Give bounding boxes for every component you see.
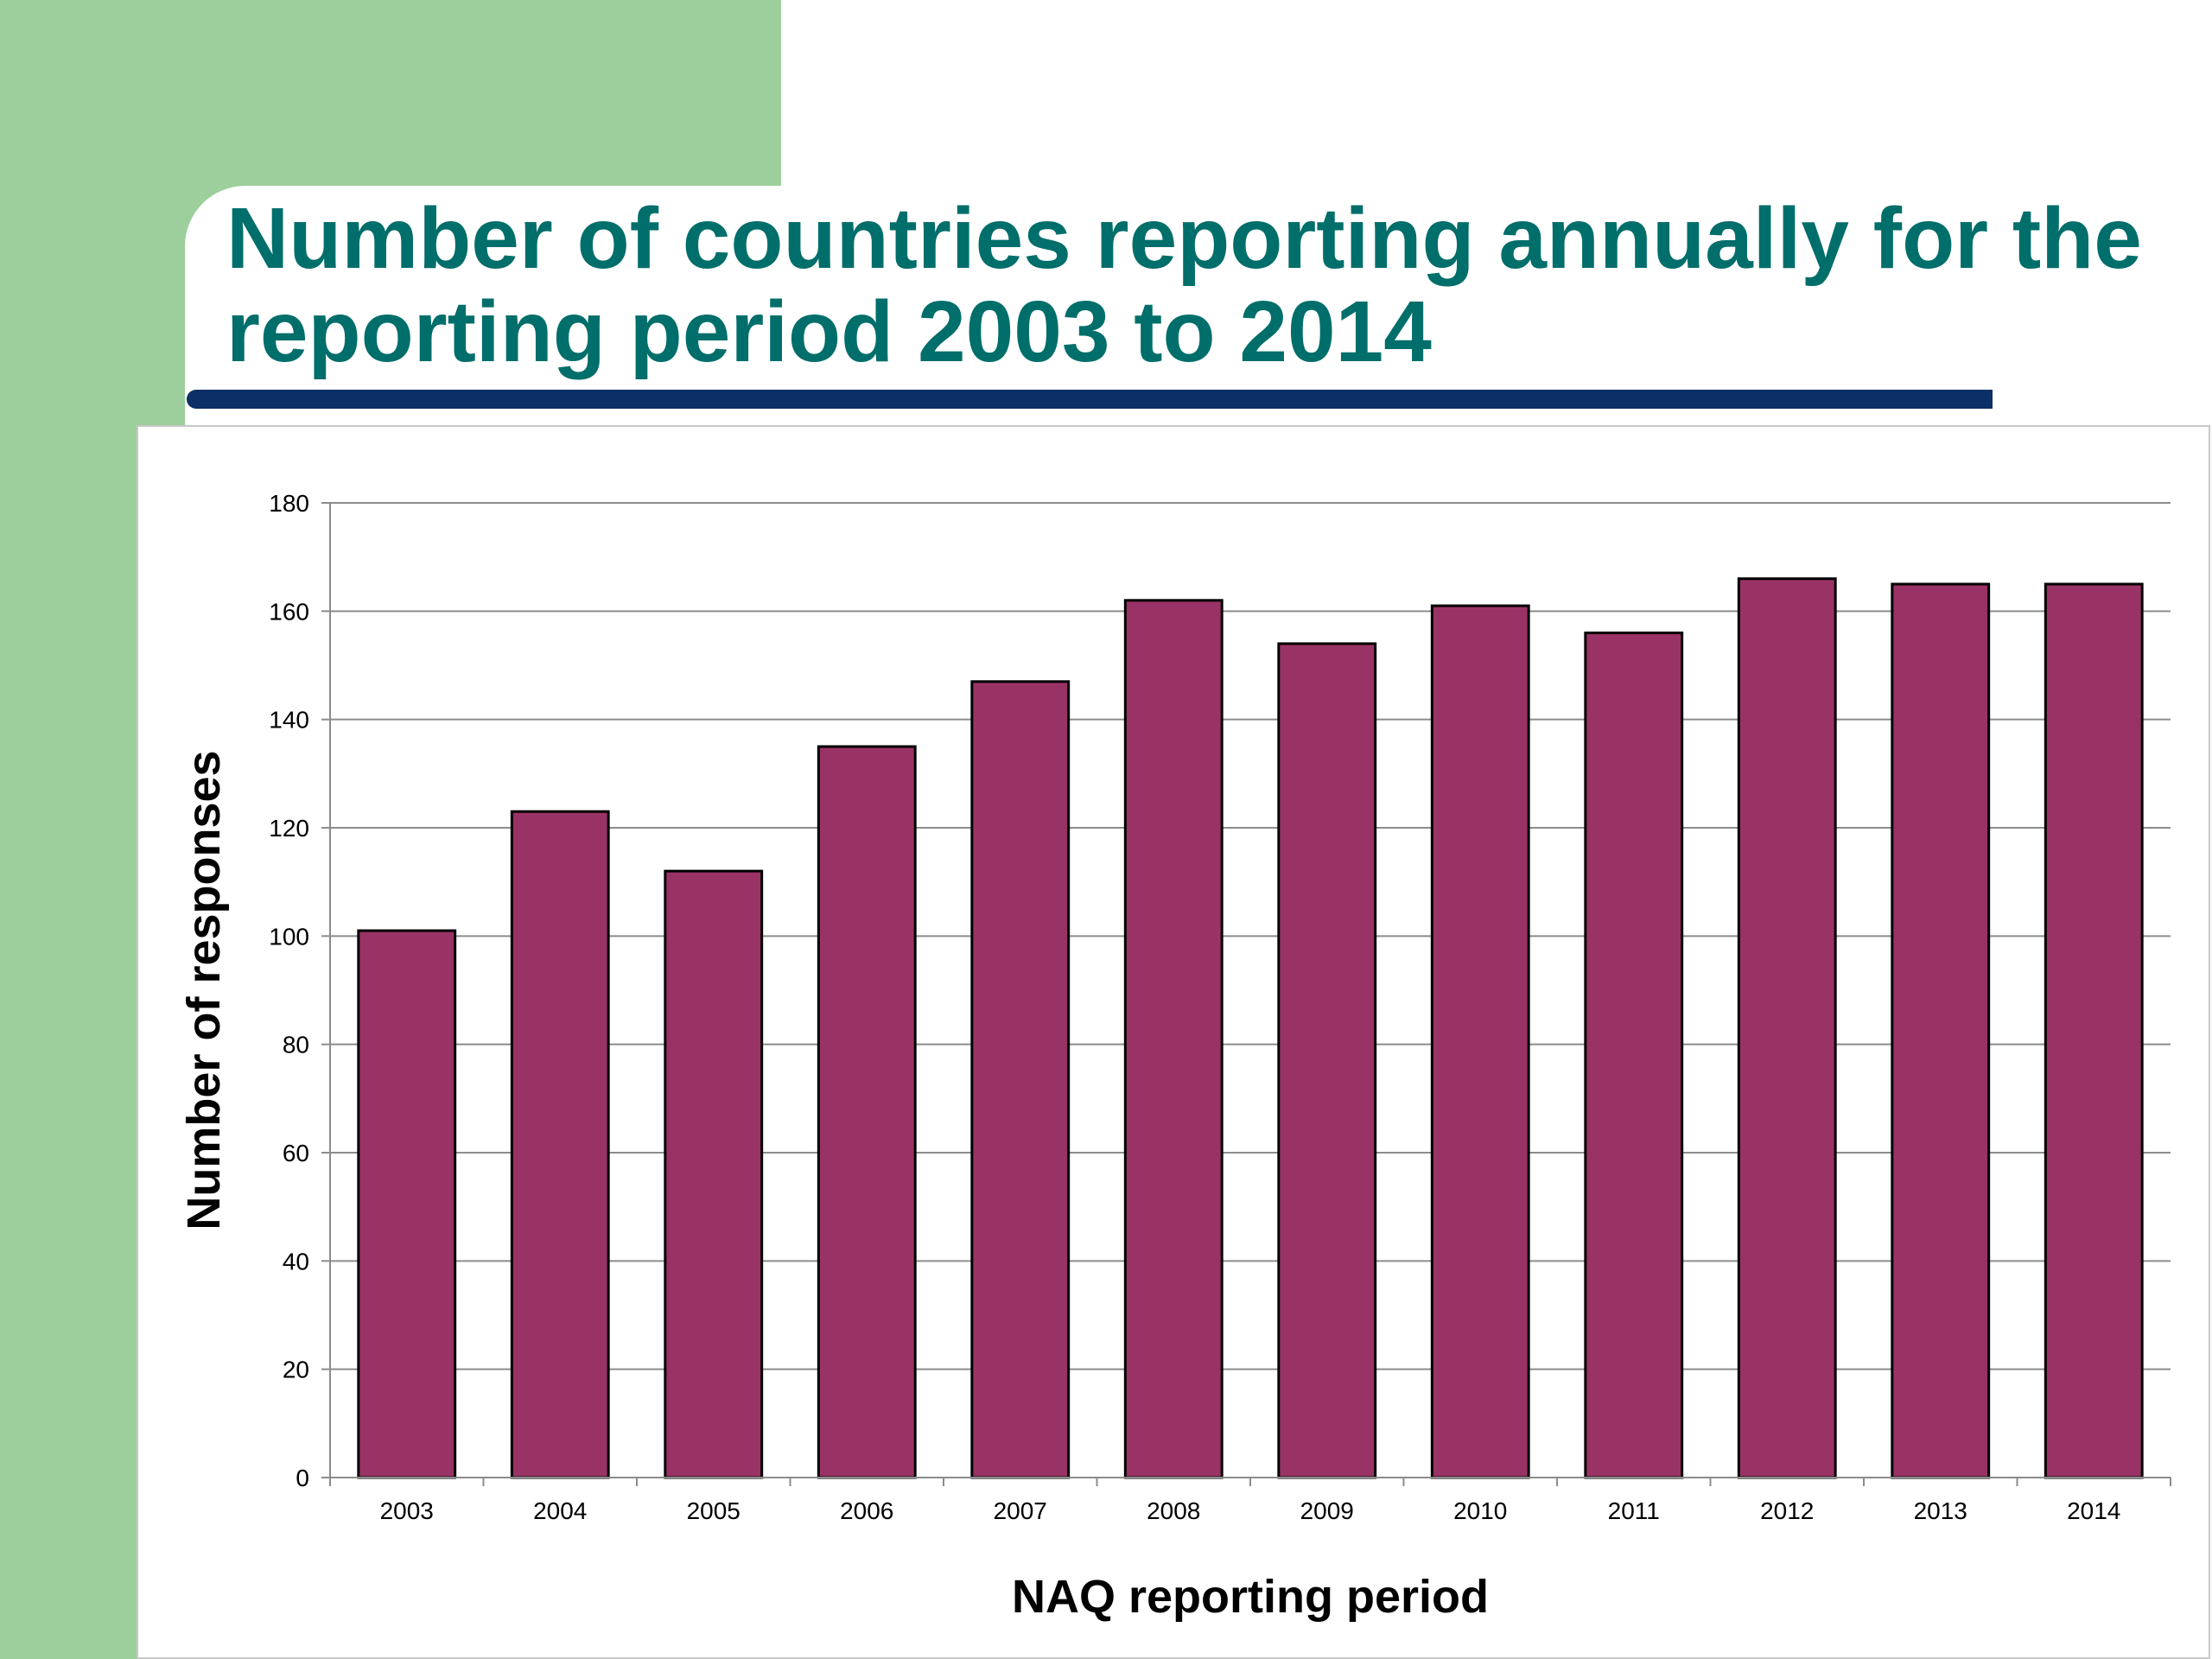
bar-2004 — [510, 810, 610, 1479]
bar-2012 — [1737, 577, 1837, 1479]
y-tick-label: 0 — [296, 1465, 309, 1491]
bar-2008 — [1123, 599, 1224, 1479]
x-axis-title: NAQ reporting period — [1012, 1571, 1489, 1623]
x-tick-label: 2010 — [1453, 1497, 1507, 1524]
x-tick-label: 2009 — [1300, 1497, 1354, 1524]
x-tick-label: 2013 — [1914, 1497, 1967, 1524]
x-tick-label: 2008 — [1147, 1497, 1200, 1524]
bar-chart: 0 20 40 60 80 100 120 140 160 180 2003 2004 2005 2006… — [178, 490, 2171, 1623]
x-tick-label: 2007 — [994, 1497, 1047, 1524]
tick-labels: 0 20 40 60 80 100 120 140 160 180 2003 2004 2005 2006… — [269, 490, 2120, 1524]
x-tick-label: 2012 — [1760, 1497, 1814, 1524]
bar-2013 — [1891, 582, 1991, 1479]
bars — [357, 577, 2144, 1479]
bar-2009 — [1277, 642, 1377, 1479]
gridlines — [330, 502, 2171, 1370]
y-tick-label: 100 — [269, 923, 309, 950]
axes — [321, 502, 2171, 1486]
slide-title: Number of countries reporting annually f… — [226, 190, 2142, 380]
title-underline — [187, 390, 1993, 409]
bar-2014 — [2044, 582, 2144, 1479]
bar-2005 — [664, 869, 764, 1479]
x-tick-label: 2005 — [687, 1497, 741, 1524]
x-tick-label: 2011 — [1608, 1497, 1660, 1524]
x-tick-label: 2003 — [380, 1497, 434, 1524]
y-tick-label: 60 — [283, 1140, 309, 1166]
bar-2010 — [1430, 604, 1530, 1479]
x-tick-label: 2004 — [533, 1497, 587, 1524]
y-axis-title: Number of responses — [178, 750, 230, 1230]
bar-2003 — [357, 929, 457, 1479]
y-tick-label: 120 — [269, 815, 309, 842]
x-tick-label: 2006 — [840, 1497, 893, 1524]
y-tick-label: 80 — [283, 1032, 309, 1058]
x-tick-label: 2014 — [2067, 1497, 2120, 1524]
bar-2006 — [817, 745, 917, 1479]
bar-2007 — [970, 680, 1071, 1479]
y-tick-label: 180 — [269, 490, 309, 517]
y-tick-label: 40 — [283, 1248, 309, 1274]
y-tick-label: 20 — [283, 1357, 309, 1383]
y-tick-label: 140 — [269, 707, 309, 734]
bar-2011 — [1584, 631, 1684, 1479]
y-tick-label: 160 — [269, 598, 309, 625]
chart-frame: 0 20 40 60 80 100 120 140 160 180 2003 2004 2005 2006… — [137, 425, 2210, 1659]
